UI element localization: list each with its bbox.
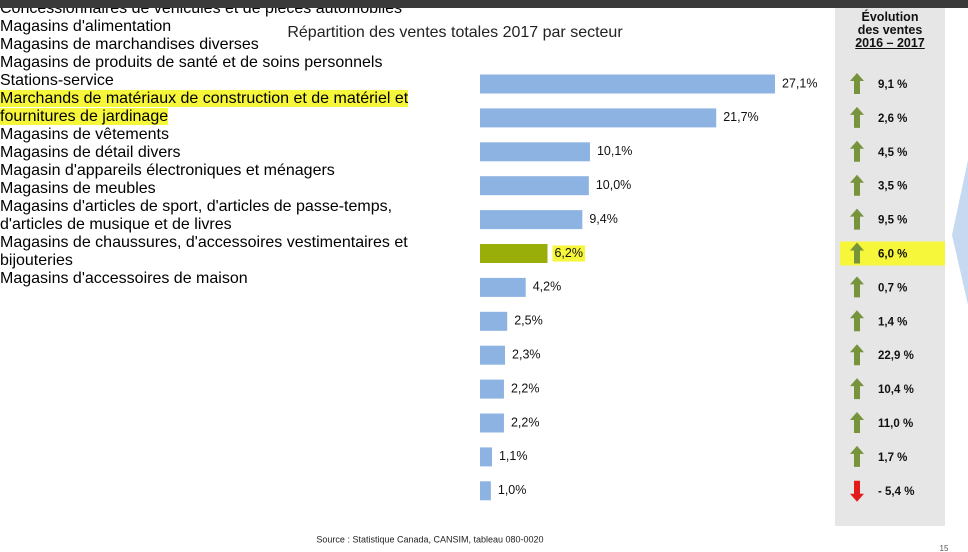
category-text: Magasins de produits de santé et de soin… [0,54,383,71]
bar [480,142,590,162]
value-label: 2,2% [511,415,540,429]
evolution-panel [835,8,945,526]
value-label: 1,0% [498,483,527,497]
evolution-arrow [850,174,864,196]
category-label: Magasins de détail divers [0,144,420,162]
category-label: Magasins d'alimentation [0,18,420,36]
category-text: Magasins d'accessoires de maison [0,270,248,287]
category-label: Marchands de matériaux de construction e… [0,90,440,126]
evolution-arrow [850,378,864,400]
evolution-label: 11,0 % [878,418,913,430]
bar [480,277,526,297]
category-text: Stations-service [0,72,114,89]
evolution-label: 0,7 % [878,282,907,294]
value-label: 10,1% [597,144,632,158]
value-label: 2,2% [511,381,540,395]
evolution-header-line: des ventes [857,23,923,37]
evolution-label: 6,0 % [878,249,907,261]
category-label: Magasins de marchandises diverses [0,36,420,54]
category-label: Magasins d'articles de sport, d'articles… [0,198,420,234]
category-text: Magasin d'appareils électroniques et mén… [0,162,335,179]
evolution-arrow [850,242,864,264]
evolution-label: 22,9 % [878,350,914,362]
category-text: Magasins de vêtements [0,126,169,143]
chevron [952,160,968,305]
category-text: Magasins de marchandises diverses [0,36,259,53]
category-text: Magasins de chaussures, d'accessoires ve… [0,234,408,269]
value-label: 2,3% [512,347,541,361]
category-label: Stations-service [0,72,420,90]
category-label: Magasins de produits de santé et de soin… [0,54,420,72]
bar [480,244,548,263]
evolution-arrow [850,480,864,502]
top-bar [0,0,968,8]
source: Source : Statistique Canada, CANSIM, tab… [316,534,543,544]
evolution-arrow [850,445,864,467]
category-text: Magasins d'articles de sport, d'articles… [0,198,393,233]
evolution-arrow [850,208,864,230]
page-number: 15 [940,544,949,552]
evolution-label: 10,4 % [878,384,914,396]
evolution-label: 2,6 % [878,113,907,125]
category-text: Magasins d'alimentation [0,18,172,35]
bar [480,345,506,365]
category-label: Magasin d'appareils électroniques et mén… [0,162,420,180]
category-label: Magasins d'accessoires de maison [0,270,420,288]
evolution-label: 9,1 % [878,79,907,91]
value-label: 2,5% [514,314,543,328]
evolution-label: 3,5 % [878,181,907,193]
bar [480,413,504,433]
evolution-arrow [850,73,864,94]
category-label: Magasins de chaussures, d'accessoires ve… [0,234,420,270]
value-label: 9,4% [589,212,618,226]
evolution-label: - 5,4 % [878,486,914,498]
evolution-label: 1,7 % [878,452,907,464]
value-label: 21,7% [723,110,758,124]
category-label: Magasins de meubles [0,180,420,198]
value-label: 1,1% [499,449,528,463]
evolution-arrow [850,106,864,128]
evolution-label: 4,5 % [878,147,907,159]
evolution-label: 1,4 % [878,316,907,328]
bar [480,379,504,399]
evolution-label: 9,5 % [878,215,907,227]
category-label: Magasins de vêtements [0,126,420,144]
value-label: 10,0% [596,178,631,192]
value-label: 4,2% [533,280,562,294]
category-text: Magasins de meubles [0,180,156,197]
bar [480,74,775,94]
evolution-arrow [850,140,864,162]
bar [480,176,589,196]
evolution-arrow [850,276,864,298]
bar [480,447,492,467]
bar [480,108,717,128]
bar [480,481,491,501]
value-label: 27,1% [782,76,817,90]
chart-title: Répartition des ventes totales 2017 par … [287,24,623,41]
evolution-header-line: 2016 – 2017 [855,36,925,50]
bar [480,311,508,331]
bar [480,210,583,230]
value-label: 6,2% [554,246,583,260]
evolution-arrow [850,412,864,433]
evolution-header: Évolution des ventes 2016 – 2017 [835,11,945,50]
evolution-header-line: Évolution [861,10,919,24]
highlight [552,245,585,262]
evolution-arrow [850,344,864,366]
evolution-arrow [850,310,864,332]
category-text: Magasins de détail divers [0,144,181,161]
